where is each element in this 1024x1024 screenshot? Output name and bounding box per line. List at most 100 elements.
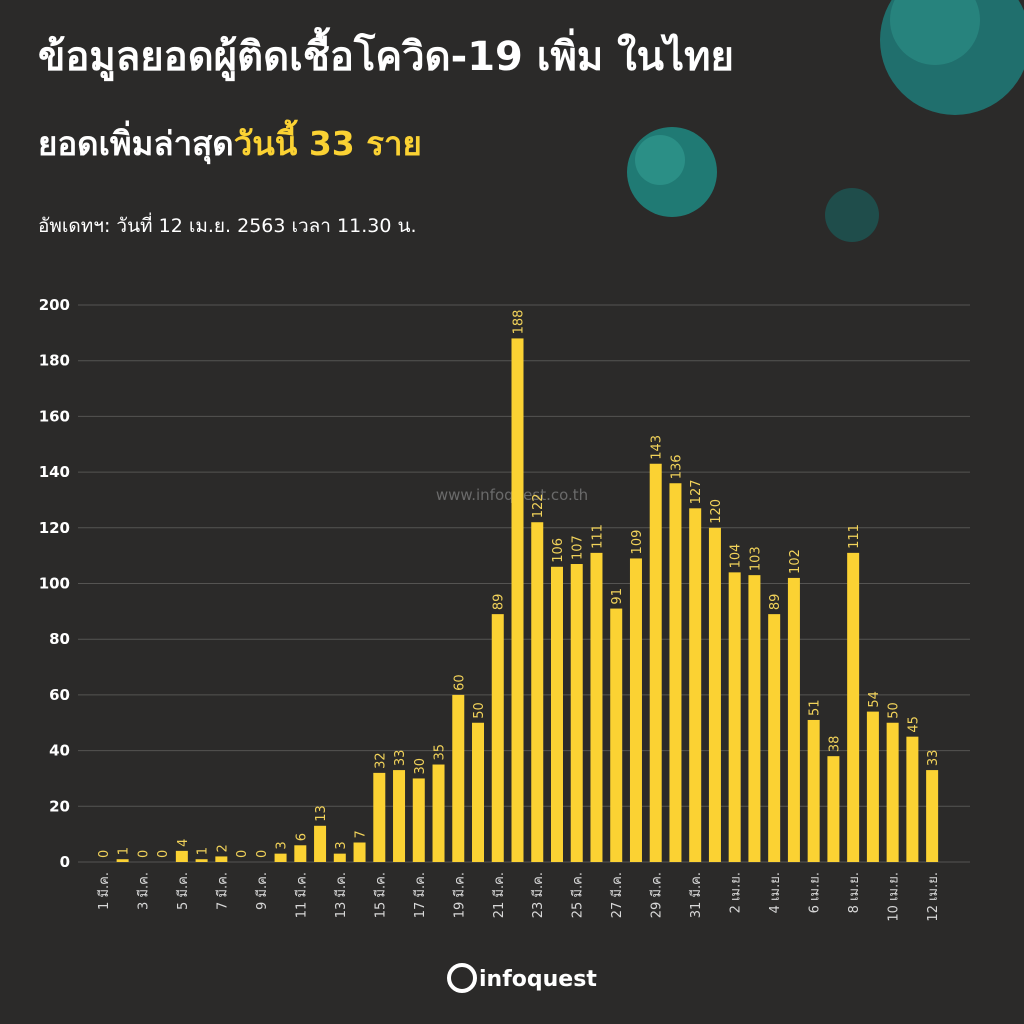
value-label: 0	[136, 850, 151, 858]
value-label: 127	[689, 479, 704, 504]
value-label: 3	[334, 841, 349, 849]
bar	[570, 564, 583, 862]
y-tick-label: 160	[39, 407, 70, 425]
x-tick-label: 21 มี.ค.	[491, 872, 507, 918]
value-label: 122	[531, 493, 546, 518]
y-tick-label: 80	[49, 630, 70, 648]
x-tick-label: 9 มี.ค.	[254, 872, 270, 910]
value-label: 107	[571, 535, 586, 560]
bar	[728, 572, 741, 862]
x-tick-label: 23 มี.ค.	[530, 872, 546, 918]
bar	[472, 722, 485, 862]
y-tick-label: 60	[49, 686, 70, 704]
logo-text: infoquest	[479, 967, 597, 992]
bar	[629, 558, 642, 862]
value-label: 33	[926, 750, 941, 767]
value-label: 2	[215, 844, 230, 852]
y-tick-label: 140	[39, 463, 70, 481]
bar	[294, 845, 307, 862]
value-label: 30	[413, 758, 428, 775]
value-label: 1	[117, 847, 132, 855]
update-note: อัพเดทฯ: วันที่ 12 เม.ย. 2563 เวลา 11.30…	[38, 212, 416, 237]
value-label: 33	[393, 750, 408, 767]
value-label: 3	[275, 841, 290, 849]
bar	[116, 859, 129, 862]
x-tick-label: 31 มี.ค.	[688, 872, 704, 918]
bar	[787, 577, 800, 862]
value-label: 4	[176, 839, 191, 847]
value-label: 136	[669, 454, 684, 479]
bar	[175, 850, 188, 862]
value-label: 7	[354, 830, 369, 838]
x-tick-label: 13 มี.ค.	[333, 872, 349, 918]
x-tick-label: 19 มี.ค.	[451, 872, 467, 918]
value-label: 102	[788, 549, 803, 574]
chart-title: ข้อมูลยอดผู้ติดเชื้อโควิด-19 เพิ่ม ในไทย	[38, 27, 734, 81]
bar	[807, 719, 820, 862]
virus-decoration	[627, 0, 1024, 242]
bar	[748, 575, 761, 862]
y-tick-label: 120	[39, 519, 70, 537]
x-tick-label: 29 มี.ค.	[649, 872, 665, 918]
value-label: 0	[235, 850, 250, 858]
value-label: 32	[373, 752, 388, 769]
bar	[689, 508, 702, 862]
x-tick-label: 17 มี.ค.	[412, 872, 428, 918]
x-tick-label: 6 เม.ย.	[808, 872, 823, 913]
value-label: 111	[590, 524, 605, 549]
bar	[866, 711, 879, 862]
value-label: 60	[452, 674, 467, 691]
bar	[926, 770, 939, 862]
x-tick-label: 11 มี.ค.	[293, 872, 309, 918]
x-tick-label: 27 มี.ค.	[609, 872, 625, 918]
x-tick-label: 15 มี.ค.	[372, 872, 388, 918]
value-label: 51	[808, 699, 823, 716]
bar	[353, 842, 366, 862]
value-label: 89	[768, 594, 783, 611]
bar	[195, 859, 208, 862]
y-tick-label: 20	[49, 797, 70, 815]
bar	[412, 778, 425, 862]
bar	[373, 772, 386, 862]
bar	[333, 853, 346, 862]
value-label: 54	[867, 691, 882, 708]
value-label: 143	[650, 435, 665, 460]
bar	[886, 722, 899, 862]
bar	[432, 764, 445, 862]
subtitle-highlight: วันนี้ 33 ราย	[234, 119, 422, 163]
value-label: 111	[847, 524, 862, 549]
value-label: 45	[906, 716, 921, 733]
x-tick-label: 8 เม.ย.	[847, 872, 862, 913]
x-tick-label: 1 มี.ค.	[96, 872, 112, 910]
bar	[274, 853, 287, 862]
subtitle: ยอดเพิ่มล่าสุดวันนี้ 33 ราย	[38, 119, 422, 165]
value-label: 0	[156, 850, 171, 858]
value-label: 106	[551, 538, 566, 563]
bar	[511, 338, 524, 862]
y-tick-label: 40	[49, 742, 70, 760]
bar	[314, 825, 327, 862]
y-tick-label: 100	[39, 575, 70, 593]
logo: infoquest	[447, 963, 597, 993]
value-label: 188	[512, 310, 527, 335]
bar	[669, 483, 682, 862]
x-tick-label: 3 มี.ค.	[135, 872, 151, 910]
x-tick-label: 2 เม.ย.	[729, 872, 744, 913]
bar	[827, 756, 840, 862]
value-label: 0	[255, 850, 270, 858]
bar	[393, 770, 406, 862]
bar	[550, 566, 563, 862]
bar	[590, 552, 603, 862]
value-label: 91	[610, 588, 625, 605]
subtitle-part: ยอดเพิ่มล่าสุด	[38, 120, 234, 165]
bar	[215, 856, 228, 862]
x-tick-label: 4 เม.ย.	[768, 872, 783, 913]
y-tick-label: 0	[60, 853, 70, 871]
y-tick-label: 180	[39, 352, 70, 370]
value-label: 104	[729, 544, 744, 569]
x-tick-label: 25 มี.ค.	[570, 872, 586, 918]
value-label: 50	[472, 702, 487, 719]
bar	[847, 552, 860, 862]
value-label: 89	[492, 594, 507, 611]
